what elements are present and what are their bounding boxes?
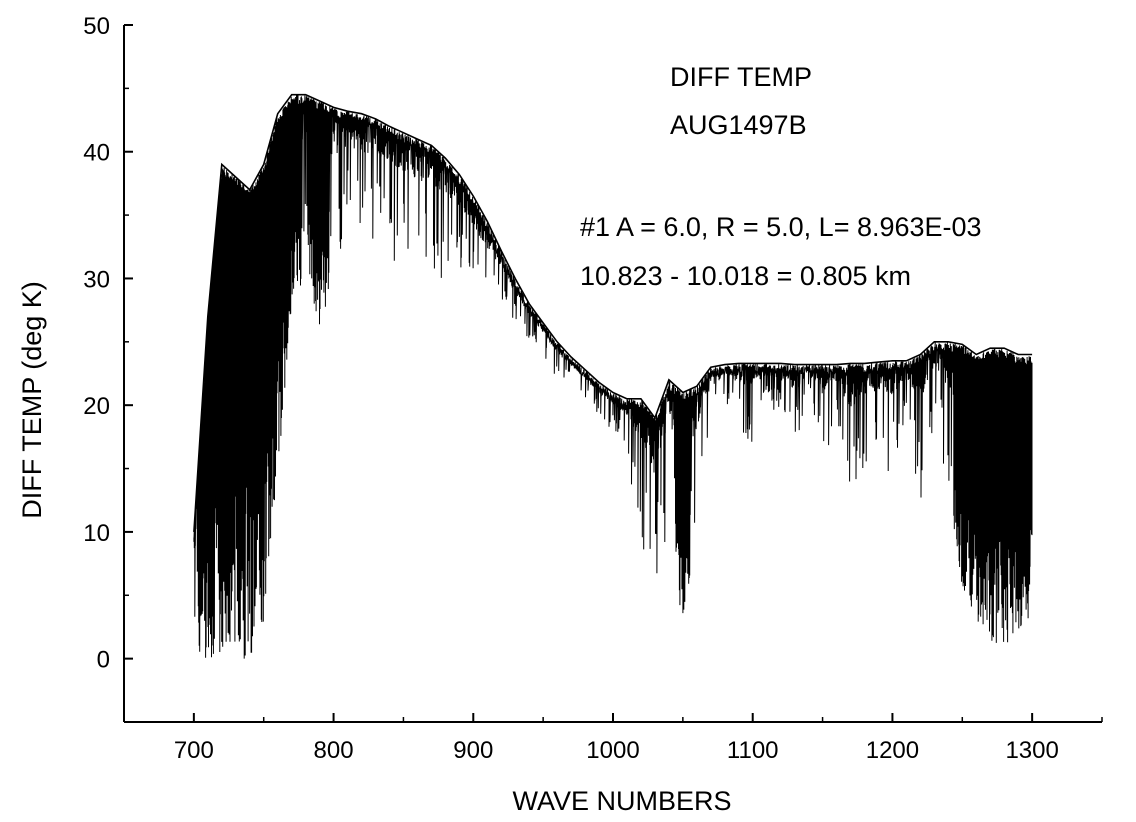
x-axis: 700 800 900 1000 1100 1200 1300 [123, 713, 1103, 764]
x-ticks: 700 800 900 1000 1100 1200 1300 [123, 713, 1103, 764]
x-tick-label: 900 [453, 737, 493, 764]
x-tick-label: 1200 [866, 737, 919, 764]
y-tick-label: 50 [83, 13, 110, 40]
x-tick-label: 1300 [1005, 737, 1058, 764]
spectrum-line [193, 94, 1033, 659]
x-axis-title: WAVE NUMBERS [512, 786, 731, 816]
y-tick-label: 20 [83, 393, 110, 420]
x-tick-label: 700 [174, 737, 214, 764]
x-tick-label: 1100 [727, 737, 779, 764]
y-tick-label: 0 [97, 647, 110, 674]
y-axis-title: DIFF TEMP (deg K) [17, 281, 47, 519]
annotation-altitude: 10.823 - 10.018 = 0.805 km [580, 261, 911, 291]
y-axis: 0 10 20 30 40 50 [83, 13, 133, 723]
y-ticks: 0 10 20 30 40 50 [83, 13, 133, 723]
y-tick-label: 10 [83, 520, 110, 547]
spectrum-envelope [193, 93, 1033, 532]
y-tick-label: 40 [83, 140, 110, 167]
annotation-params: #1 A = 6.0, R = 5.0, L= 8.963E-03 [580, 212, 982, 242]
y-tick-label: 30 [83, 266, 110, 293]
x-tick-label: 800 [314, 737, 354, 764]
annotation-title: DIFF TEMP [670, 62, 812, 92]
x-tick-label: 1000 [586, 737, 639, 764]
plot-area [193, 93, 1033, 659]
annotation-run-id: AUG1497B [670, 110, 807, 140]
annotations: DIFF TEMP AUG1497B #1 A = 6.0, R = 5.0, … [580, 62, 982, 291]
